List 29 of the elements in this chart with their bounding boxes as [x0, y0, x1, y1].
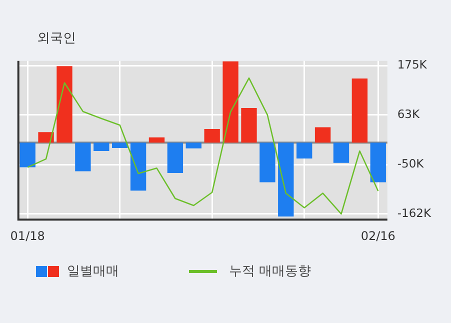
bar [75, 142, 91, 172]
bar [167, 142, 184, 173]
legend-label: 누적 매매동향 [229, 263, 312, 280]
bar [370, 142, 386, 182]
y-tick-label: 63K [397, 106, 420, 121]
bar [94, 142, 110, 152]
y-tick-label: -162K [397, 206, 432, 220]
bar [204, 129, 220, 143]
bar [241, 108, 257, 143]
bar [333, 142, 350, 163]
bar [20, 142, 36, 168]
x-tick-label: 02/16 [360, 228, 396, 243]
bar [278, 142, 294, 217]
bar [186, 142, 202, 148]
bar [56, 66, 72, 143]
chart-title: 외국인 [37, 30, 76, 47]
bar [38, 132, 54, 143]
bar [130, 142, 146, 191]
bar [222, 61, 238, 143]
bar [296, 142, 312, 158]
x-tick-label: 01/18 [10, 228, 45, 243]
bar [314, 127, 331, 143]
bar [260, 142, 276, 182]
bar [112, 142, 128, 148]
y-tick-label: -50K [397, 156, 424, 171]
y-tick-label: 175K [397, 58, 428, 72]
bar [148, 137, 165, 143]
bar [352, 78, 368, 143]
legend-label: 일별매매 [67, 263, 119, 280]
